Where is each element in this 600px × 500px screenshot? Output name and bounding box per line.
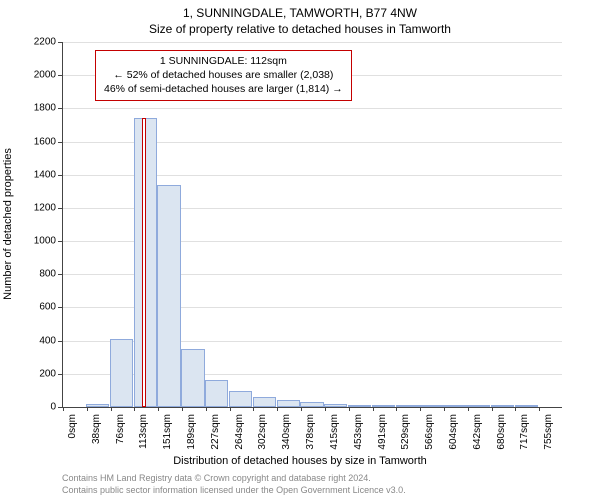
x-tick <box>468 407 469 411</box>
footer-line2: Contains public sector information licen… <box>62 485 406 495</box>
y-tick-label: 0 <box>50 402 56 413</box>
x-tick-label: 680sqm <box>496 414 507 450</box>
y-tick-label: 1400 <box>34 169 56 180</box>
grid-line <box>62 108 562 109</box>
y-tick-label: 400 <box>39 335 56 346</box>
y-tick <box>58 274 62 275</box>
y-tick-label: 200 <box>39 368 56 379</box>
x-tick-label: 755sqm <box>543 414 554 450</box>
x-tick <box>206 407 207 411</box>
y-tick <box>58 374 62 375</box>
x-tick <box>87 407 88 411</box>
grid-line <box>62 42 562 43</box>
x-tick <box>134 407 135 411</box>
x-tick <box>158 407 159 411</box>
y-tick-label: 1800 <box>34 103 56 114</box>
chart-title-line1: 1, SUNNINGDALE, TAMWORTH, B77 4NW <box>0 6 600 20</box>
histogram-bar <box>277 400 300 407</box>
y-tick-label: 600 <box>39 302 56 313</box>
x-tick <box>182 407 183 411</box>
y-tick <box>58 175 62 176</box>
x-tick-label: 76sqm <box>115 414 126 444</box>
annotation-line2: ← 52% of detached houses are smaller (2,… <box>104 68 343 82</box>
x-tick <box>301 407 302 411</box>
annotation-line3: 46% of semi-detached houses are larger (… <box>104 82 343 96</box>
x-tick-label: 38sqm <box>91 414 102 444</box>
y-tick <box>58 108 62 109</box>
x-tick <box>420 407 421 411</box>
x-tick-label: 302sqm <box>257 414 268 450</box>
x-tick-label: 566sqm <box>424 414 435 450</box>
footer-line1: Contains HM Land Registry data © Crown c… <box>62 473 371 483</box>
histogram-bar <box>110 339 133 407</box>
x-tick <box>373 407 374 411</box>
x-tick-label: 340sqm <box>281 414 292 450</box>
x-tick <box>492 407 493 411</box>
y-tick <box>58 75 62 76</box>
x-tick <box>396 407 397 411</box>
y-tick <box>58 208 62 209</box>
y-tick-label: 1000 <box>34 236 56 247</box>
annotation-box: 1 SUNNINGDALE: 112sqm ← 52% of detached … <box>95 50 352 101</box>
x-tick-label: 189sqm <box>186 414 197 450</box>
y-tick <box>58 307 62 308</box>
x-tick-label: 113sqm <box>138 414 149 449</box>
histogram-bar <box>253 397 276 407</box>
page-root: 1, SUNNINGDALE, TAMWORTH, B77 4NW Size o… <box>0 0 600 500</box>
y-tick <box>58 341 62 342</box>
y-tick-label: 800 <box>39 269 56 280</box>
x-tick <box>539 407 540 411</box>
x-tick-label: 717sqm <box>519 414 530 450</box>
x-tick <box>253 407 254 411</box>
annotation-line1: 1 SUNNINGDALE: 112sqm <box>104 54 343 68</box>
x-tick-label: 151sqm <box>162 414 173 450</box>
y-axis-line <box>62 42 63 407</box>
x-tick-label: 453sqm <box>353 414 364 450</box>
histogram-bar <box>157 185 180 407</box>
highlight-bar <box>142 118 146 407</box>
histogram-bar <box>205 380 228 407</box>
x-tick <box>444 407 445 411</box>
x-tick <box>349 407 350 411</box>
x-tick <box>111 407 112 411</box>
x-tick <box>63 407 64 411</box>
y-tick <box>58 241 62 242</box>
x-tick <box>325 407 326 411</box>
x-tick <box>230 407 231 411</box>
x-tick-label: 415sqm <box>329 414 340 450</box>
x-tick <box>277 407 278 411</box>
x-tick-label: 604sqm <box>448 414 459 450</box>
x-axis-line <box>62 407 562 408</box>
x-tick-label: 378sqm <box>305 414 316 450</box>
x-tick <box>515 407 516 411</box>
x-tick-label: 227sqm <box>210 414 221 450</box>
y-tick-label: 2000 <box>34 70 56 81</box>
y-axis-label: Number of detached properties <box>2 148 14 300</box>
y-tick-label: 2200 <box>34 37 56 48</box>
y-tick <box>58 142 62 143</box>
x-tick-label: 529sqm <box>400 414 411 450</box>
chart-subtitle: Size of property relative to detached ho… <box>0 22 600 36</box>
y-tick <box>58 407 62 408</box>
x-tick-label: 264sqm <box>234 414 245 450</box>
x-axis-label: Distribution of detached houses by size … <box>0 455 600 467</box>
x-tick-label: 0sqm <box>67 414 78 438</box>
x-tick-label: 642sqm <box>472 414 483 450</box>
histogram-bar <box>229 391 252 407</box>
x-tick-label: 491sqm <box>377 414 388 450</box>
y-tick-label: 1200 <box>34 202 56 213</box>
histogram-bar <box>181 349 204 407</box>
y-tick <box>58 42 62 43</box>
y-tick-label: 1600 <box>34 136 56 147</box>
